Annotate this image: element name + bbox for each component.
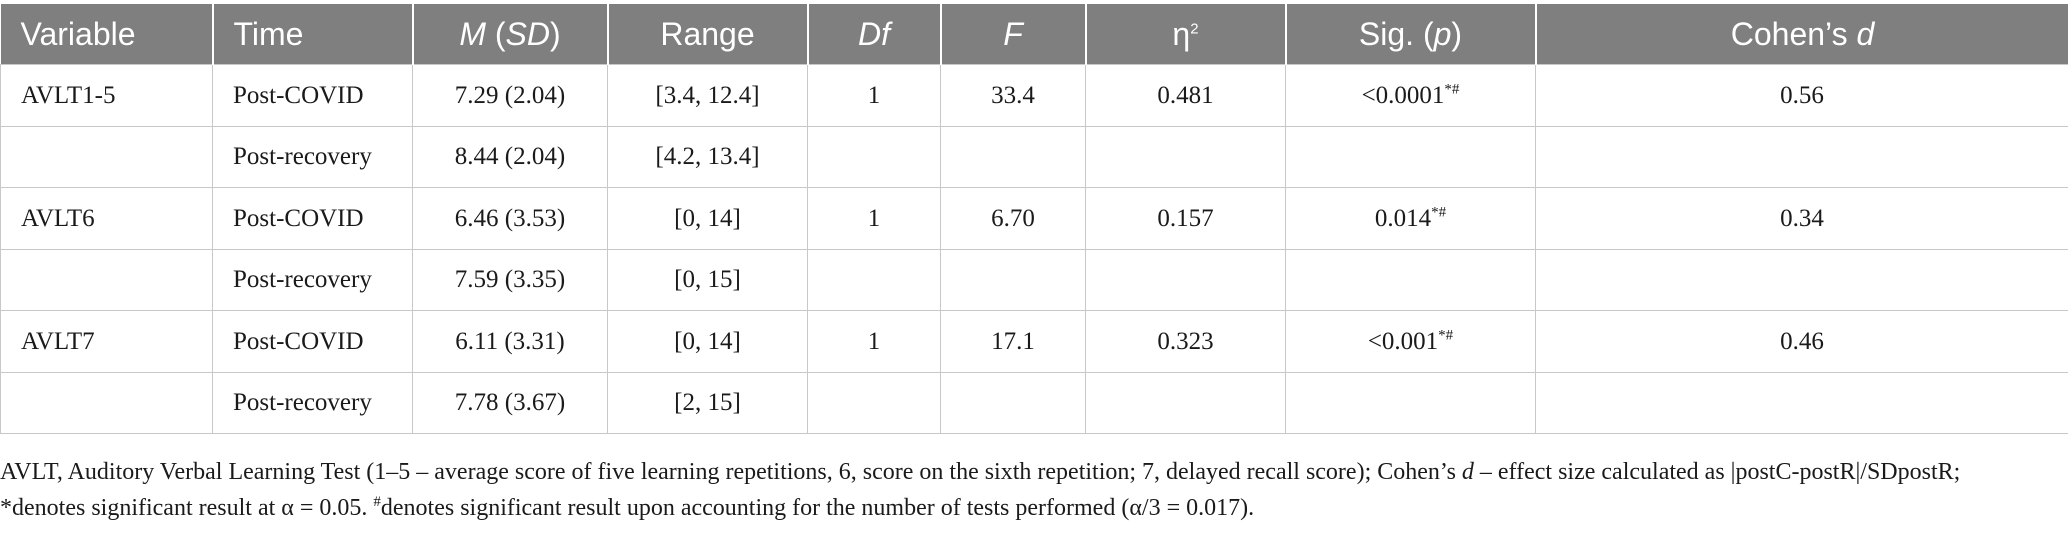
cell-cohens-d: 0.34 bbox=[1535, 187, 2068, 250]
header-m-sd: M (SD) bbox=[411, 4, 608, 65]
header-cohens-d: Cohen’s d bbox=[1534, 4, 2068, 65]
header-row: Variable Time M (SD) Range Df F η2 Sig. … bbox=[0, 4, 2068, 65]
cell-m-sd: 7.78 (3.67) bbox=[412, 372, 608, 434]
cell-variable bbox=[0, 249, 213, 311]
cell-sig: 0.014*# bbox=[1285, 187, 1536, 250]
cell-f bbox=[940, 249, 1086, 311]
header-f: F bbox=[939, 4, 1086, 65]
cell-f: 17.1 bbox=[940, 310, 1086, 373]
cell-eta-squared bbox=[1085, 126, 1286, 188]
header-variable: Variable bbox=[0, 4, 213, 65]
cell-eta-squared bbox=[1085, 249, 1286, 311]
cell-time: Post-recovery bbox=[212, 249, 413, 311]
cell-range: [0, 14] bbox=[607, 187, 808, 250]
cell-cohens-d: 0.56 bbox=[1535, 64, 2068, 127]
table-row: AVLT1-5 Post-COVID 7.29 (2.04) [3.4, 12.4] 1… bbox=[0, 64, 2068, 127]
cell-variable: AVLT1-5 bbox=[0, 64, 213, 127]
cell-eta-squared: 0.323 bbox=[1085, 310, 1286, 373]
cell-df bbox=[807, 249, 941, 311]
cell-cohens-d bbox=[1535, 126, 2068, 188]
results-table: Variable Time M (SD) Range Df F η2 Sig. … bbox=[0, 4, 2068, 434]
results-table-container: Variable Time M (SD) Range Df F η2 Sig. … bbox=[0, 4, 2068, 434]
cell-time: Post-recovery bbox=[212, 372, 413, 434]
cell-m-sd: 6.46 (3.53) bbox=[412, 187, 608, 250]
cell-time: Post-COVID bbox=[212, 64, 413, 127]
cell-cohens-d bbox=[1535, 249, 2068, 311]
table-row: Post-recovery 7.59 (3.35) [0, 15] bbox=[0, 249, 2068, 311]
table-footnote: AVLT, Auditory Verbal Learning Test (1–5… bbox=[0, 459, 1961, 521]
header-time: Time bbox=[211, 4, 413, 65]
header-eta-squared: η2 bbox=[1084, 4, 1286, 65]
cell-df: 1 bbox=[807, 187, 941, 250]
cell-range: [2, 15] bbox=[607, 372, 808, 434]
cell-m-sd: 6.11 (3.31) bbox=[412, 310, 608, 373]
cell-df bbox=[807, 372, 941, 434]
cell-time: Post-COVID bbox=[212, 187, 413, 250]
cell-range: [0, 15] bbox=[607, 249, 808, 311]
cell-eta-squared: 0.157 bbox=[1085, 187, 1286, 250]
cell-m-sd: 8.44 (2.04) bbox=[412, 126, 608, 188]
cell-m-sd: 7.29 (2.04) bbox=[412, 64, 608, 127]
table-row: Post-recovery 7.78 (3.67) [2, 15] bbox=[0, 372, 2068, 434]
table-row: AVLT7 Post-COVID 6.11 (3.31) [0, 14] 1 17.1 0.… bbox=[0, 310, 2068, 373]
cell-f bbox=[940, 126, 1086, 188]
cell-sig bbox=[1285, 126, 1536, 188]
cell-time: Post-COVID bbox=[212, 310, 413, 373]
cell-eta-squared: 0.481 bbox=[1085, 64, 1286, 127]
cell-df bbox=[807, 126, 941, 188]
cell-variable bbox=[0, 372, 213, 434]
header-df: Df bbox=[806, 4, 941, 65]
cell-sig: <0.001*# bbox=[1285, 310, 1536, 373]
cell-variable bbox=[0, 126, 213, 188]
cell-range: [3.4, 12.4] bbox=[607, 64, 808, 127]
cell-variable: AVLT6 bbox=[0, 187, 213, 250]
cell-f: 33.4 bbox=[940, 64, 1086, 127]
cell-eta-squared bbox=[1085, 372, 1286, 434]
header-sig-p: Sig. (p) bbox=[1284, 4, 1536, 65]
cell-sig: <0.0001*# bbox=[1285, 64, 1536, 127]
cell-m-sd: 7.59 (3.35) bbox=[412, 249, 608, 311]
cell-range: [4.2, 13.4] bbox=[607, 126, 808, 188]
cell-cohens-d bbox=[1535, 372, 2068, 434]
cell-df: 1 bbox=[807, 310, 941, 373]
cell-time: Post-recovery bbox=[212, 126, 413, 188]
cell-sig bbox=[1285, 372, 1536, 434]
cell-f bbox=[940, 372, 1086, 434]
cell-variable: AVLT7 bbox=[0, 310, 213, 373]
table-row: AVLT6 Post-COVID 6.46 (3.53) [0, 14] 1 6.70 0.… bbox=[0, 187, 2068, 250]
cell-sig bbox=[1285, 249, 1536, 311]
cell-range: [0, 14] bbox=[607, 310, 808, 373]
header-range: Range bbox=[606, 4, 808, 65]
table-row: Post-recovery 8.44 (2.04) [4.2, 13.4] bbox=[0, 126, 2068, 188]
cell-df: 1 bbox=[807, 64, 941, 127]
cell-cohens-d: 0.46 bbox=[1535, 310, 2068, 373]
cell-f: 6.70 bbox=[940, 187, 1086, 250]
